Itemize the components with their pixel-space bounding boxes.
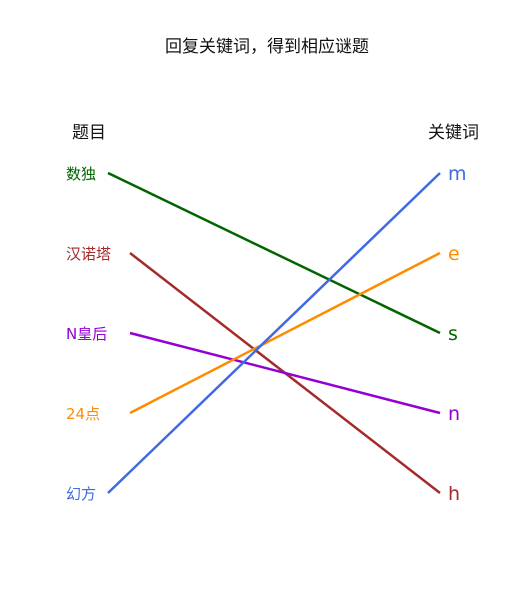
keyword-label: n	[448, 403, 460, 425]
topic-label: 幻方	[66, 485, 96, 503]
topic-label: 数独	[66, 165, 96, 183]
topic-label: 汉诺塔	[66, 245, 111, 263]
connector-line	[107, 172, 441, 494]
right-column-header: 关键词	[428, 123, 479, 143]
diagram-title: 回复关键词，得到相应谜题	[165, 37, 369, 57]
connector-lines	[107, 171, 441, 494]
keyword-label: e	[448, 243, 460, 265]
keyword-label: m	[448, 163, 467, 185]
keyword-label: h	[448, 483, 460, 505]
topic-label: 24点	[66, 405, 100, 423]
connector-line	[129, 331, 441, 415]
connector-line	[129, 251, 441, 415]
keyword-list: m e s n h	[448, 163, 467, 505]
keyword-label: s	[448, 323, 458, 345]
left-column-header: 题目	[72, 123, 106, 143]
topic-label: N皇后	[66, 325, 107, 343]
connector-line	[107, 171, 441, 335]
